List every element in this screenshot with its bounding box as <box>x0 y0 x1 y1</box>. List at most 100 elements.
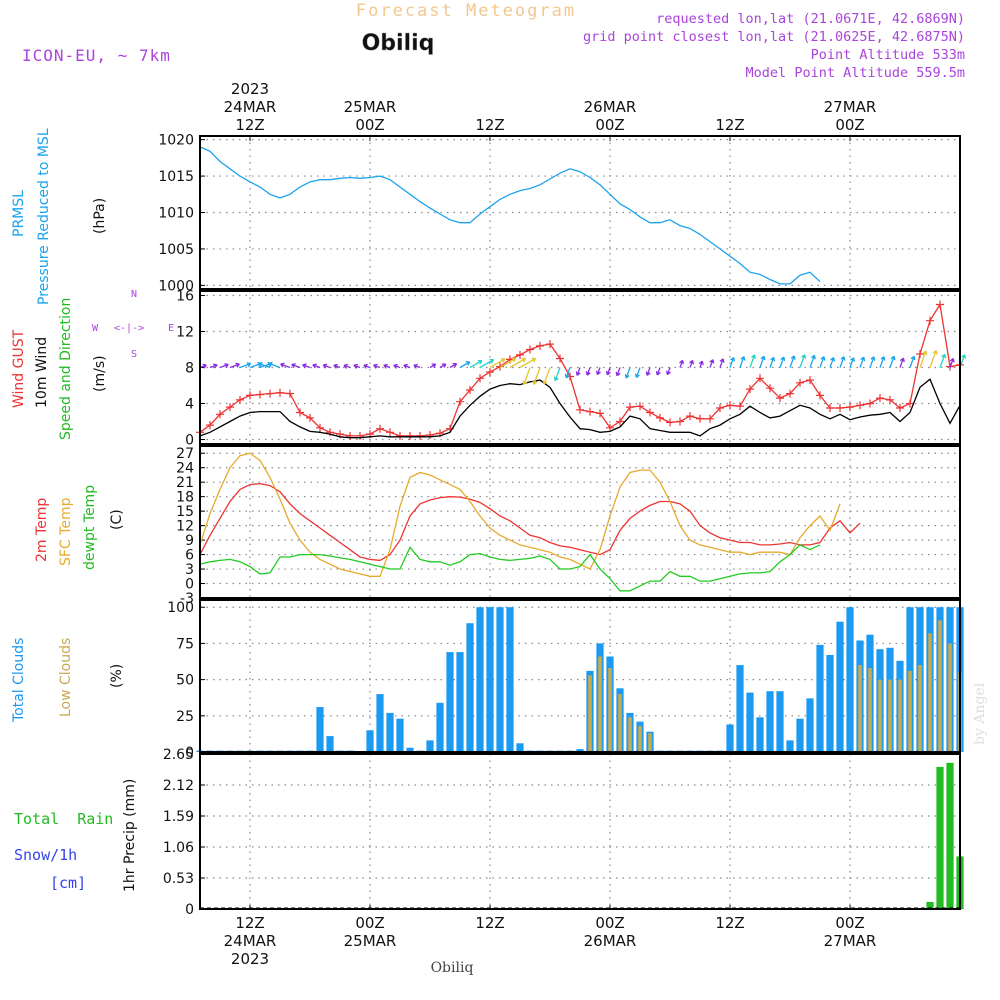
gust-marker <box>616 417 624 426</box>
gust-marker <box>606 423 614 432</box>
temp-unit-label: (C) <box>109 509 125 530</box>
total-cloud-bar <box>366 730 374 752</box>
wind-arrow <box>889 355 896 368</box>
wind-arrow <box>585 367 591 376</box>
wind-arrow <box>879 356 886 368</box>
gust-marker <box>576 405 584 414</box>
bottom-time-label: 24MAR <box>224 932 277 950</box>
total-cloud-bar <box>506 607 514 752</box>
gust-marker <box>236 395 244 404</box>
gust-marker <box>546 340 554 349</box>
gust-marker <box>826 404 834 412</box>
gust-marker <box>206 421 214 430</box>
wind-arrow <box>239 362 252 369</box>
point-altitude: Point Altitude 533m <box>811 47 965 63</box>
dew-label: dewpt Temp <box>82 485 98 570</box>
y-tick-label: 0 <box>185 433 194 449</box>
y-tick-label: 3 <box>185 562 194 578</box>
y-tick-label: 0.53 <box>163 871 194 887</box>
gust-marker <box>306 413 314 422</box>
total-cloud-bar <box>576 749 584 752</box>
total-cloud-bar <box>756 717 764 752</box>
wind-arrow <box>709 359 715 368</box>
y-tick-label: 50 <box>176 673 194 689</box>
bottom-time-label: 26MAR <box>584 932 637 950</box>
model-label: ICON-EU, ~ 7km <box>22 46 171 65</box>
wind-arrow <box>219 363 229 369</box>
y-tick-label: 9 <box>185 533 194 549</box>
gust-marker <box>406 431 414 440</box>
wind-arrow <box>499 357 517 369</box>
y-tick-label: 1010 <box>158 206 194 222</box>
total-cloud-bar <box>316 707 324 752</box>
panel-frame <box>199 599 961 753</box>
total-cloud-bar <box>736 665 744 752</box>
gust-marker <box>866 399 874 408</box>
low-cloud-bar <box>938 620 942 752</box>
wind-arrow <box>353 363 361 369</box>
wind-arrow <box>363 363 371 369</box>
panel-frame <box>199 753 961 910</box>
t2m-label: 2m Temp <box>34 498 50 562</box>
10m-wind-line <box>199 378 961 439</box>
panel-frame <box>199 445 961 599</box>
compass-south: S <box>131 349 137 360</box>
gust-marker <box>686 412 694 421</box>
wind-arrow <box>403 363 411 369</box>
wind-arrow <box>542 367 551 385</box>
total-cloud-bar <box>396 718 404 752</box>
total-cloud-bar <box>326 736 334 752</box>
rain-bar <box>936 766 944 909</box>
requested-coords: requested lon,lat (21.0671E, 42.6869N) <box>656 11 965 27</box>
2m-temp-line <box>199 482 861 562</box>
wind-arrow <box>209 363 218 369</box>
total-cloud-bar <box>456 652 464 752</box>
wind-arrow <box>689 359 695 368</box>
bottom-time-label: 00Z <box>355 914 384 932</box>
gust-marker <box>376 424 384 433</box>
wind-arrow <box>280 362 291 369</box>
low-cloud-bar <box>598 656 602 752</box>
top-time-label: 12Z <box>235 116 264 134</box>
gust-marker <box>906 399 914 408</box>
gust-marker <box>926 316 934 325</box>
wind-gust-line <box>199 302 961 437</box>
gust-marker <box>696 414 704 423</box>
y-tick-label: 12 <box>176 519 194 535</box>
gust-marker <box>416 431 424 440</box>
sfc-label: SFC Temp <box>58 497 74 566</box>
gust-marker <box>656 413 664 422</box>
total-cloud-bar <box>476 607 484 752</box>
wind-arrow <box>819 356 826 368</box>
panel-5: 0 0.53 1.06 1.59 2.12 2.65 <box>163 747 964 918</box>
gust-marker <box>916 350 924 358</box>
y-tick-label: 2.12 <box>163 778 194 794</box>
rain-bar <box>926 902 934 909</box>
wind-arrow <box>479 358 495 369</box>
total-cloud-bar <box>806 698 814 752</box>
y-tick-label: 1000 <box>158 278 194 294</box>
gust-marker <box>896 404 904 412</box>
low-cloud-bar <box>858 665 862 752</box>
low-cloud-bar <box>638 725 642 752</box>
total-cloud-bar <box>496 607 504 752</box>
y-tick-label: 0 <box>185 577 194 593</box>
top-time-label: 24MAR <box>224 98 277 116</box>
y-tick-label: 25 <box>176 709 194 725</box>
gust-marker <box>756 374 764 383</box>
wind-arrow <box>605 367 611 376</box>
top-time-label: 00Z <box>835 116 864 134</box>
y-tick-label: 21 <box>176 475 194 491</box>
wind-arrow <box>929 350 938 368</box>
gust-marker <box>356 431 364 440</box>
top-time-label: 2023 <box>231 80 269 98</box>
bottom-time-label: 12Z <box>715 914 744 932</box>
wind-arrow <box>413 363 421 369</box>
wind-arrow <box>789 355 796 368</box>
top-time-label: 26MAR <box>584 98 637 116</box>
wind-arrow <box>322 363 331 369</box>
wind-arrow <box>373 363 381 369</box>
direction-label: Speed and Direction <box>58 298 74 440</box>
